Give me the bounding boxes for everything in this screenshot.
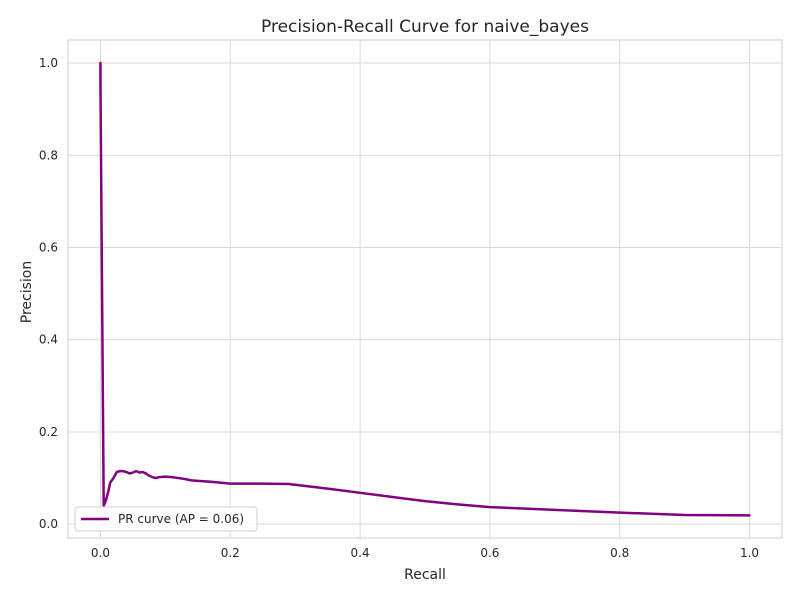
legend-label: PR curve (AP = 0.06)	[118, 512, 244, 526]
plot-area-background	[67, 39, 783, 539]
y-tick-label: 0.2	[39, 425, 58, 439]
tick-labels: 0.0 0.2 0.4 0.6 0.8 1.0 0.0 0.2 0.4 0.6 0.8 1.0	[39, 56, 759, 560]
legend: PR curve (AP = 0.06)	[74, 506, 258, 532]
y-tick-label: 0.0	[39, 517, 58, 531]
x-tick-label: 0.6	[480, 546, 499, 560]
y-tick-label: 0.4	[39, 333, 58, 347]
x-tick-label: 0.0	[91, 546, 110, 560]
y-tick-label: 0.6	[39, 241, 58, 255]
x-tick-label: 1.0	[740, 546, 759, 560]
series-layer	[99, 61, 751, 517]
y-axis-label: Precision	[19, 261, 35, 323]
x-axis-label: Recall	[404, 567, 446, 583]
pr-curve-series-line	[99, 61, 751, 517]
y-tick-label: 0.8	[39, 148, 58, 162]
x-tick-label: 0.8	[610, 546, 629, 560]
legend-box	[74, 506, 258, 532]
chart-title: Precision-Recall Curve for naive_bayes	[261, 17, 589, 37]
y-tick-label: 1.0	[39, 56, 58, 70]
x-tick-label: 0.2	[221, 546, 240, 560]
x-tick-label: 0.4	[351, 546, 370, 560]
